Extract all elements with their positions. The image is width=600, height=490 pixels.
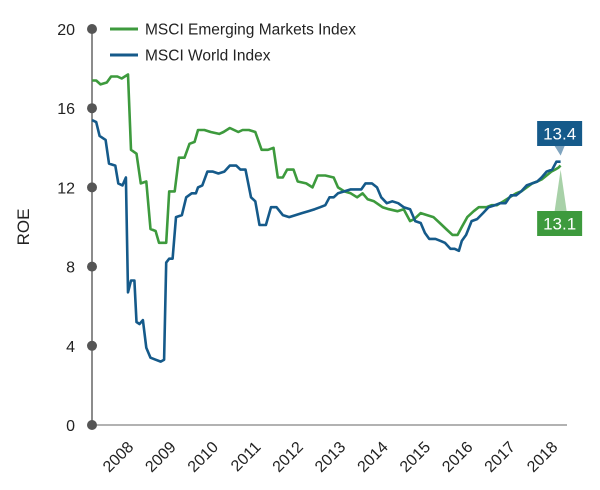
y-tick-label: 20 bbox=[57, 22, 75, 39]
x-tick-label: 2018 bbox=[524, 439, 561, 476]
y-axis-label: ROE bbox=[14, 209, 33, 246]
legend-label: MSCI World Index bbox=[145, 48, 271, 65]
y-tick-label: 12 bbox=[57, 180, 75, 197]
x-tick-label: 2014 bbox=[355, 439, 392, 476]
x-tick-label: 2010 bbox=[185, 439, 222, 476]
y-tick-label: 0 bbox=[66, 418, 75, 435]
series-lines bbox=[91, 73, 562, 363]
value-callouts: 13.4 13.1 bbox=[537, 121, 583, 236]
x-tick-label: 2016 bbox=[439, 439, 476, 476]
y-tick-dot bbox=[87, 420, 97, 430]
y-tick-dot bbox=[87, 261, 97, 272]
y-tick-label: 16 bbox=[57, 101, 75, 118]
callout-value: 13.4 bbox=[543, 125, 576, 144]
axes: 0 4 8 12 16 20 ROE 2008 2009 2010 2011 2012 2013 2014… bbox=[14, 22, 567, 476]
callout-pointer bbox=[554, 146, 565, 156]
x-tick-label: 2008 bbox=[100, 439, 137, 476]
x-tick-label: 2011 bbox=[228, 439, 264, 475]
series-line-0 bbox=[92, 73, 562, 245]
callout-box bbox=[537, 121, 583, 146]
y-tick-dot bbox=[87, 103, 97, 114]
y-tick-label: 4 bbox=[66, 339, 75, 356]
y-tick-dot bbox=[87, 340, 97, 351]
x-tick-label: 2013 bbox=[312, 439, 349, 476]
legend-label: MSCI Emerging Markets Index bbox=[145, 22, 356, 39]
y-tick-dot bbox=[87, 24, 97, 34]
callout-pointer bbox=[554, 169, 567, 211]
callout-value: 13.1 bbox=[543, 215, 576, 234]
series-line-1 bbox=[91, 118, 561, 363]
x-tick-label: 2015 bbox=[397, 439, 434, 476]
y-tick-label: 8 bbox=[66, 260, 75, 277]
y-tick-dot bbox=[87, 182, 97, 193]
callout-box bbox=[537, 211, 583, 236]
x-tick-label: 2009 bbox=[142, 439, 179, 476]
legend: MSCI Emerging Markets Index MSCI World In… bbox=[110, 22, 356, 65]
x-tick-label: 2012 bbox=[270, 439, 307, 476]
x-tick-label: 2017 bbox=[482, 439, 519, 476]
